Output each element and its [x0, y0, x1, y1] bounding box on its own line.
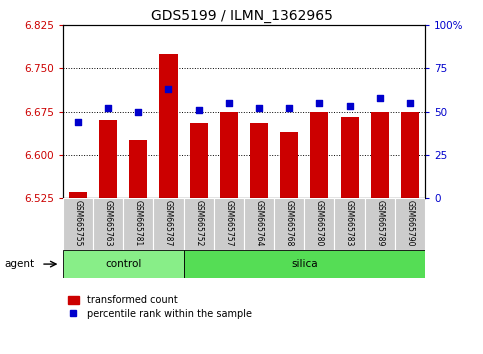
Point	[74, 119, 82, 125]
Point	[255, 105, 263, 111]
Bar	[63, 250, 184, 278]
Text: silica: silica	[291, 259, 318, 269]
Bar	[304, 198, 334, 250]
Bar	[123, 198, 154, 250]
Bar	[311, 112, 328, 198]
Bar	[220, 112, 238, 198]
Text: GSM665781: GSM665781	[134, 200, 143, 246]
Point	[225, 100, 233, 105]
Bar	[250, 123, 268, 198]
Text: GSM665757: GSM665757	[224, 200, 233, 246]
Bar	[189, 123, 208, 198]
Bar	[341, 117, 358, 198]
Point	[376, 95, 384, 101]
Bar	[154, 198, 184, 250]
Bar	[184, 250, 425, 278]
Bar	[213, 198, 244, 250]
Legend: transformed count, percentile rank within the sample: transformed count, percentile rank withi…	[68, 295, 252, 319]
Point	[165, 86, 172, 92]
Point	[406, 100, 414, 105]
Text: GSM665768: GSM665768	[284, 200, 294, 246]
Bar	[395, 198, 425, 250]
Text: GSM665783: GSM665783	[345, 200, 354, 246]
Text: GSM665787: GSM665787	[164, 200, 173, 246]
Text: GSM665780: GSM665780	[315, 200, 324, 246]
Point	[134, 109, 142, 114]
Text: agent: agent	[5, 259, 35, 269]
Bar	[69, 193, 87, 198]
Text: GSM665752: GSM665752	[194, 200, 203, 246]
Bar	[93, 198, 123, 250]
Point	[104, 105, 112, 111]
Point	[195, 107, 202, 113]
Bar	[63, 198, 93, 250]
Text: GSM665755: GSM665755	[73, 200, 83, 246]
Text: GSM665789: GSM665789	[375, 200, 384, 246]
Text: GSM665790: GSM665790	[405, 200, 414, 246]
Bar	[129, 141, 147, 198]
Point	[315, 100, 323, 105]
Bar	[274, 198, 304, 250]
Text: GDS5199 / ILMN_1362965: GDS5199 / ILMN_1362965	[151, 9, 332, 23]
Bar	[401, 112, 419, 198]
Point	[346, 103, 354, 109]
Bar	[99, 120, 117, 198]
Text: GSM665764: GSM665764	[255, 200, 264, 246]
Bar	[159, 54, 178, 198]
Bar	[280, 132, 298, 198]
Point	[285, 105, 293, 111]
Bar	[365, 198, 395, 250]
Bar	[334, 198, 365, 250]
Bar	[371, 112, 389, 198]
Text: control: control	[105, 259, 142, 269]
Text: GSM665763: GSM665763	[103, 200, 113, 246]
Bar	[244, 198, 274, 250]
Bar	[184, 198, 213, 250]
